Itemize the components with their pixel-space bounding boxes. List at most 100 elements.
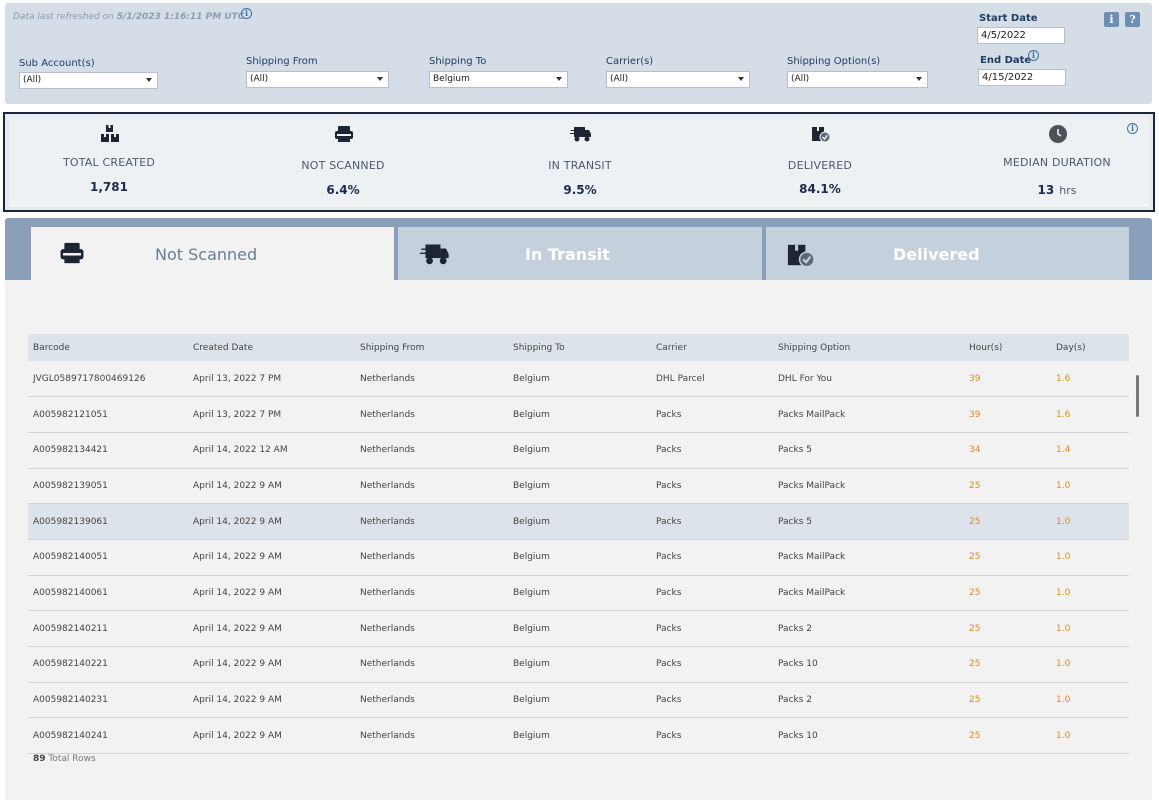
table-cell: Netherlands (360, 445, 415, 456)
tab-delivered[interactable]: Delivered (766, 227, 1129, 280)
carrier-select[interactable]: (All) (606, 71, 750, 88)
chevron-down-icon (556, 77, 562, 81)
column-header[interactable]: Shipping Option (778, 342, 851, 353)
table-cell: April 13, 2022 7 PM (193, 373, 282, 384)
start-date-label: Start Date (979, 13, 1038, 24)
total-rows: 89 Total Rows (33, 754, 96, 764)
kpi-label: NOT SCANNED (301, 159, 385, 172)
table-row[interactable]: A005982140061 April 14, 2022 9 AM Netherla… (28, 575, 1129, 611)
table-cell: DHL For You (778, 373, 833, 384)
table-cell: 1.6 (1056, 409, 1071, 420)
kpi-info-icon[interactable]: i (1127, 123, 1138, 134)
kpi-value: 84.1% (799, 182, 841, 196)
sub-account-label: Sub Account(s) (19, 58, 95, 69)
kpi-value: 9.5% (563, 183, 597, 197)
table-cell: 39 (969, 409, 981, 420)
table-row[interactable]: A005982140051 April 14, 2022 9 AM Netherla… (28, 539, 1129, 576)
chevron-down-icon (916, 77, 922, 81)
tab-in-transit[interactable]: In Transit (398, 227, 762, 280)
table-row[interactable]: JVGL0589717800469126 April 13, 2022 7 PM N… (28, 361, 1129, 397)
table-cell: Packs (656, 659, 682, 670)
table-cell: April 14, 2022 9 AM (193, 730, 282, 741)
table-cell: Packs (656, 445, 682, 456)
table-cell: April 14, 2022 9 AM (193, 623, 282, 634)
table-cell: 1.0 (1056, 659, 1071, 670)
table-cell: A005982140051 (33, 552, 108, 563)
table-cell: Netherlands (360, 659, 415, 670)
table-row[interactable]: A005982139051 April 14, 2022 9 AM Netherla… (28, 468, 1129, 504)
help-button[interactable]: ? (1125, 12, 1140, 27)
kpi-value: 1,781 (90, 180, 128, 194)
table-cell: April 14, 2022 9 AM (193, 516, 282, 527)
table-cell: 25 (969, 552, 981, 563)
column-header[interactable]: Created Date (193, 342, 253, 353)
refresh-timestamp: Data last refreshed on 5/1/2023 1:16:11 … (13, 12, 245, 22)
kpi-panel: TOTAL CREATED 1,781 NOT SCANNED 6.4% (3, 112, 1155, 212)
shipping-to-label: Shipping To (429, 56, 487, 67)
table-cell: Belgium (513, 516, 550, 527)
table-cell: 25 (969, 659, 981, 670)
start-date-input[interactable]: 4/5/2022 (977, 27, 1065, 44)
table-scrollbar[interactable] (1136, 375, 1139, 417)
table-cell: Belgium (513, 695, 550, 706)
tab-label: Delivered (893, 245, 980, 264)
tab-not-scanned[interactable]: Not Scanned (31, 227, 394, 280)
table-cell: Packs MailPack (778, 552, 846, 563)
table-cell: Packs MailPack (778, 587, 846, 598)
table-cell: Packs (656, 623, 682, 634)
shipping-option-select[interactable]: (All) (787, 71, 928, 88)
end-date-input[interactable]: 4/15/2022 (978, 69, 1066, 86)
tab-label: In Transit (525, 245, 610, 264)
table-cell: April 14, 2022 12 AM (193, 445, 288, 456)
end-date-label: End Date (980, 55, 1032, 66)
table-cell: 1.0 (1056, 516, 1071, 527)
table-cell: 1.0 (1056, 552, 1071, 563)
table-cell: Packs (656, 409, 682, 420)
table-row[interactable]: A005982134421 April 14, 2022 12 AM Netherl… (28, 432, 1129, 469)
shipping-to-select[interactable]: Belgium (429, 71, 568, 88)
end-date-info-icon[interactable]: i (1028, 50, 1039, 61)
table-cell: Packs MailPack (778, 480, 846, 491)
table-cell: 1.0 (1056, 730, 1071, 741)
table-row[interactable]: A005982139061 April 14, 2022 9 AM Netherla… (28, 503, 1129, 540)
table-cell: April 14, 2022 9 AM (193, 587, 282, 598)
table-cell: 25 (969, 730, 981, 741)
column-header[interactable]: Shipping To (513, 342, 565, 353)
column-header[interactable]: Hour(s) (969, 342, 1003, 353)
column-header[interactable]: Shipping From (360, 342, 425, 353)
table-cell: 25 (969, 480, 981, 491)
table-cell: April 14, 2022 9 AM (193, 659, 282, 670)
table-cell: 25 (969, 695, 981, 706)
table-row[interactable]: A005982140211 April 14, 2022 9 AM Netherla… (28, 611, 1129, 647)
table-row[interactable]: A005982140221 April 14, 2022 9 AM Netherla… (28, 647, 1129, 683)
sub-account-select[interactable]: (All) (19, 72, 158, 89)
info-button[interactable]: i (1104, 12, 1119, 27)
refresh-info-icon[interactable]: i (241, 8, 252, 19)
table-body: JVGL0589717800469126 April 13, 2022 7 PM N… (28, 361, 1129, 754)
shipping-option-label: Shipping Option(s) (787, 56, 881, 67)
column-header[interactable]: Day(s) (1056, 342, 1086, 353)
table-cell: A005982140241 (33, 730, 108, 741)
table-cell: Packs 2 (778, 623, 812, 634)
table-cell: Belgium (513, 730, 550, 741)
table-row[interactable]: A005982121051 April 13, 2022 7 PM Netherla… (28, 397, 1129, 433)
table-cell: April 14, 2022 9 AM (193, 695, 282, 706)
table-cell: Belgium (513, 409, 550, 420)
table-cell: 1.0 (1056, 623, 1071, 634)
table-cell: 25 (969, 623, 981, 634)
table-cell: Packs 5 (778, 445, 812, 456)
shipping-from-label: Shipping From (246, 56, 318, 67)
column-header[interactable]: Barcode (33, 342, 70, 353)
column-header[interactable]: Carrier (656, 342, 687, 353)
tab-label: Not Scanned (155, 245, 258, 264)
kpi-label: DELIVERED (787, 159, 853, 172)
table-cell: Netherlands (360, 409, 415, 420)
table-cell: Netherlands (360, 587, 415, 598)
table-row[interactable]: A005982140241 April 14, 2022 9 AM Netherla… (28, 718, 1129, 754)
table-row[interactable]: A005982140231 April 14, 2022 9 AM Netherla… (28, 682, 1129, 718)
chevron-down-icon (377, 77, 383, 81)
shipping-from-select[interactable]: (All) (246, 71, 389, 88)
carrier-label: Carrier(s) (606, 56, 654, 67)
table-cell: 25 (969, 587, 981, 598)
printer-icon (60, 242, 84, 264)
